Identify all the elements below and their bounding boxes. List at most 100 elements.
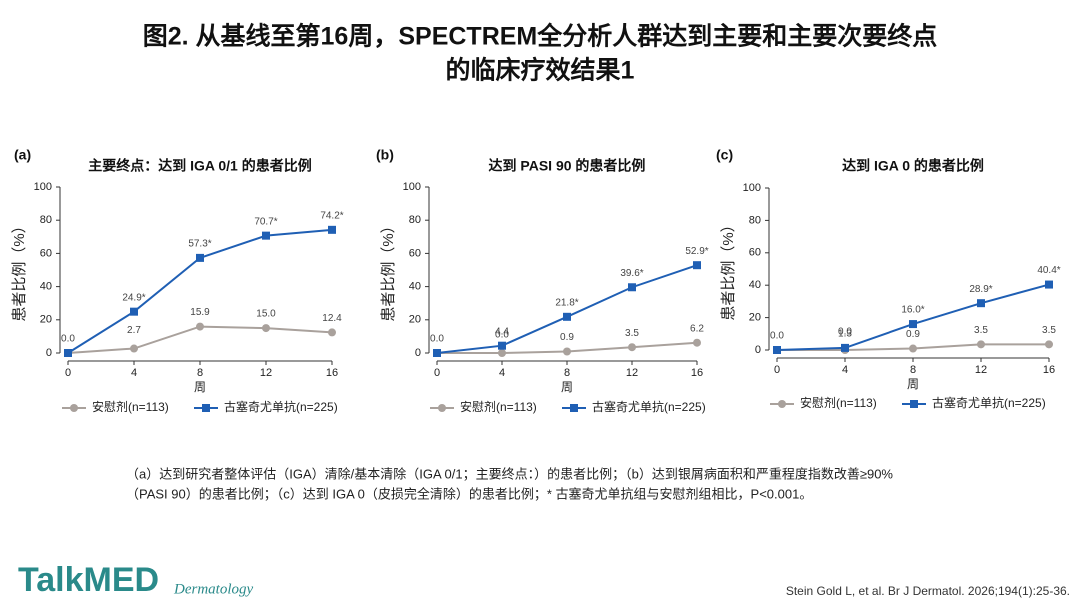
marker: [196, 322, 204, 331]
legend-marker: [70, 404, 78, 412]
data-label: 2.7: [127, 325, 141, 336]
x-axis-label: 周: [907, 377, 919, 391]
data-label: 0.0: [495, 330, 509, 341]
marker: [628, 343, 636, 352]
x-tick-label: 12: [260, 367, 272, 379]
x-tick-label: 0: [65, 367, 71, 379]
marker: [1045, 280, 1053, 289]
legend-marker: [778, 400, 786, 408]
y-tick-label: 80: [40, 214, 52, 226]
x-tick-label: 16: [326, 367, 338, 379]
x-tick-label: 4: [131, 367, 137, 379]
x-tick-label: 12: [626, 367, 638, 379]
data-label: 6.2: [690, 323, 704, 334]
y-tick-label: 0: [46, 347, 52, 359]
y-tick-label: 40: [749, 279, 761, 291]
marker: [841, 343, 849, 352]
marker: [628, 283, 636, 292]
legend-label: 古塞奇尤单抗(n=225): [592, 399, 706, 414]
marker: [196, 253, 204, 262]
legend-marker: [202, 404, 210, 412]
x-tick-label: 16: [1043, 364, 1055, 376]
marker: [693, 261, 701, 270]
data-label: 70.7*: [254, 216, 277, 227]
legend-label: 古塞奇尤单抗(n=225): [224, 399, 338, 414]
marker: [498, 349, 506, 357]
data-label: 3.5: [1042, 325, 1056, 336]
logo: TalkMED: [18, 561, 159, 599]
marker: [498, 341, 506, 350]
slide-title: 的临床疗效结果1: [446, 56, 635, 85]
x-tick-label: 4: [499, 367, 505, 379]
y-tick-label: 60: [40, 247, 52, 259]
data-label: 40.4*: [1037, 265, 1060, 276]
marker: [977, 340, 985, 349]
legend-marker: [910, 400, 918, 408]
marker: [130, 344, 138, 353]
data-label: 74.2*: [320, 210, 343, 221]
legend-label: 安慰剂(n=113): [800, 395, 877, 410]
footnote: （a）达到研究者整体评估（IGA）清除/基本清除（IGA 0/1；主要终点：）的…: [126, 466, 893, 482]
marker: [64, 349, 72, 357]
y-tick-label: 80: [749, 214, 761, 226]
data-label: 24.9*: [122, 292, 145, 303]
marker: [977, 299, 985, 308]
x-tick-label: 8: [910, 364, 916, 376]
marker: [433, 349, 441, 357]
x-tick-label: 8: [197, 367, 203, 379]
data-label: 4.4: [495, 326, 509, 337]
x-axis-label: 周: [561, 380, 573, 394]
chart-title: 主要终点：达到 IGA 0/1 的患者比例: [88, 158, 312, 174]
logo-sub: Dermatology: [173, 581, 253, 597]
data-label: 0.0: [770, 331, 784, 342]
footnote: （PASI 90）的患者比例；（c）达到 IGA 0（皮损完全清除）的患者比例；…: [126, 486, 812, 502]
slide-title: 图2. 从基线至第16周，SPECTREM全分析人群达到主要和主要次要终点: [143, 22, 938, 51]
marker: [773, 346, 781, 354]
citation: Stein Gold L, et al. Br J Dermatol. 2026…: [786, 584, 1070, 598]
legend-label: 古塞奇尤单抗(n=225): [932, 395, 1046, 410]
y-tick-label: 20: [40, 314, 52, 326]
marker: [1045, 340, 1053, 349]
legend-label: 安慰剂(n=113): [460, 399, 537, 414]
legend-label: 安慰剂(n=113): [92, 399, 169, 414]
data-label: 0.9: [560, 332, 574, 343]
data-label: 12.4: [322, 313, 342, 324]
marker: [328, 225, 336, 234]
marker: [693, 338, 701, 347]
y-tick-label: 100: [743, 182, 761, 194]
marker: [909, 344, 917, 353]
x-axis-label: 周: [194, 380, 206, 394]
y-tick-label: 60: [409, 247, 421, 259]
data-label: 0.9: [906, 329, 920, 340]
y-tick-label: 0: [755, 344, 761, 356]
data-label: 3.5: [625, 328, 639, 339]
data-label: 52.9*: [685, 246, 708, 257]
chart-title: 达到 PASI 90 的患者比例: [489, 158, 646, 174]
y-tick-label: 100: [34, 181, 52, 193]
x-tick-label: 16: [691, 367, 703, 379]
x-tick-label: 0: [774, 364, 780, 376]
data-label: 0.0: [838, 327, 852, 338]
y-tick-label: 40: [40, 281, 52, 293]
legend-marker: [570, 404, 578, 412]
x-tick-label: 8: [564, 367, 570, 379]
legend-marker: [438, 404, 446, 412]
data-label: 16.0*: [901, 305, 924, 316]
marker: [909, 320, 917, 329]
data-label: 0.0: [61, 334, 75, 345]
y-tick-label: 40: [409, 281, 421, 293]
data-label: 3.5: [974, 325, 988, 336]
data-label: 21.8*: [555, 297, 578, 308]
x-tick-label: 4: [842, 364, 848, 376]
marker: [328, 328, 336, 337]
x-tick-label: 12: [975, 364, 987, 376]
y-axis-label: 患者比例（%）: [11, 218, 28, 321]
data-label: 28.9*: [969, 284, 992, 295]
y-tick-label: 20: [749, 312, 761, 324]
marker: [262, 231, 270, 240]
data-label: 39.6*: [620, 268, 643, 279]
y-tick-label: 80: [409, 214, 421, 226]
marker: [262, 324, 270, 333]
marker: [130, 307, 138, 316]
